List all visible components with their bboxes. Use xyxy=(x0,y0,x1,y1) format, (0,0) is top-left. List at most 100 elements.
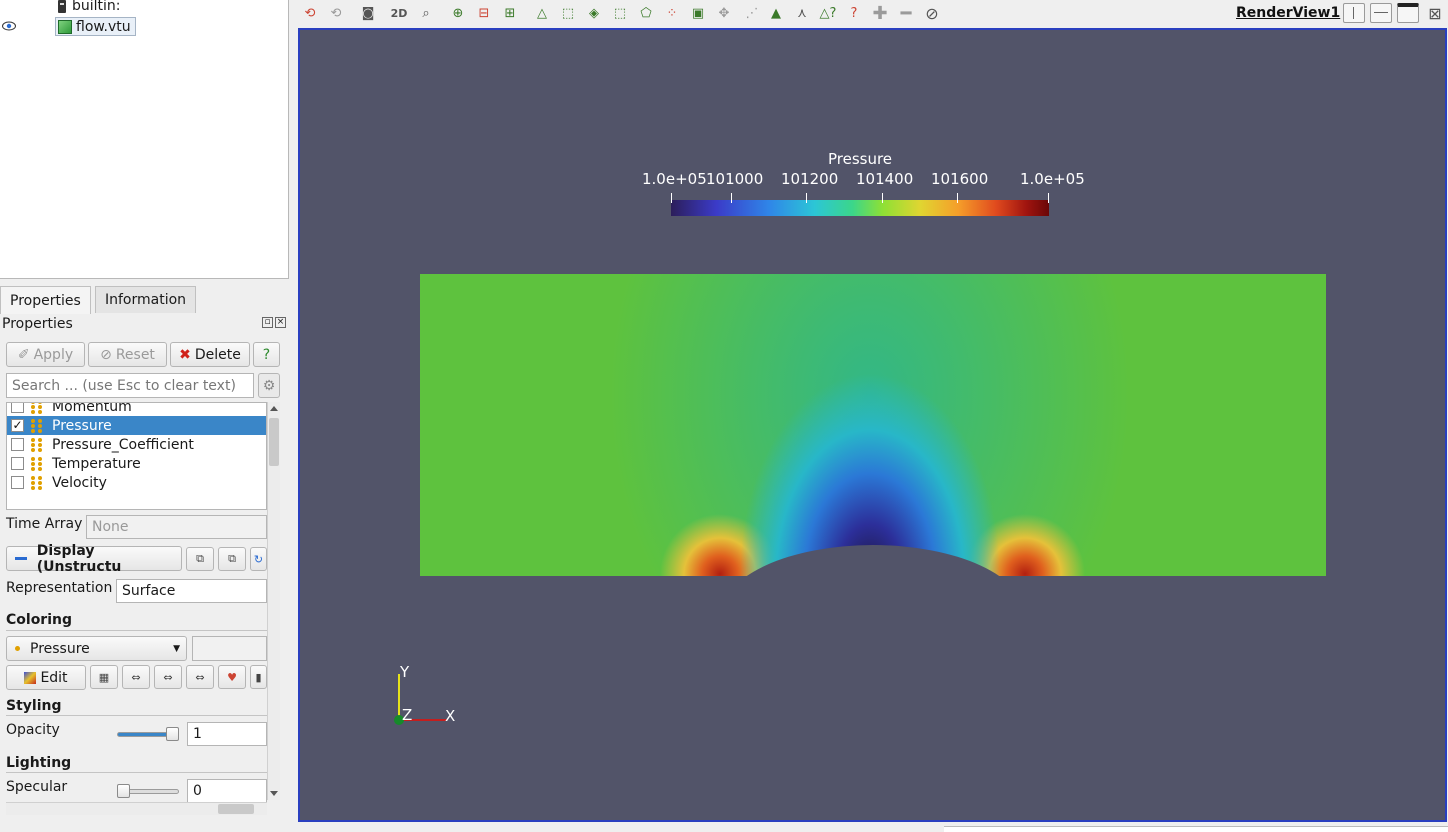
hover-points-icon[interactable]: ⋰ xyxy=(745,5,759,21)
point-data-icon xyxy=(31,418,45,433)
paste-icon[interactable]: ⧉ xyxy=(218,547,246,571)
scroll-down-icon[interactable] xyxy=(270,791,278,796)
array-checkbox[interactable] xyxy=(11,476,24,489)
favorite-colormap-icon[interactable]: ♥ xyxy=(218,665,246,689)
scalar-bar-tick-label: 101600 xyxy=(931,170,989,188)
time-array-select[interactable]: None xyxy=(86,515,267,539)
reset-camera-icon[interactable]: ⟲ xyxy=(304,5,316,21)
search-input[interactable] xyxy=(6,373,254,398)
array-checkbox[interactable] xyxy=(11,438,24,451)
pipeline-server-item[interactable]: builtin: xyxy=(58,0,121,16)
delete-icon: ✖ xyxy=(179,346,191,363)
split-horizontal-icon[interactable] xyxy=(1343,3,1365,23)
reset-camera-closest-icon[interactable]: ⟲ xyxy=(330,5,342,21)
split-vertical-icon[interactable] xyxy=(1370,3,1392,23)
coloring-array-select[interactable]: Pressure ▼ xyxy=(6,636,187,661)
orientation-axis-origin xyxy=(394,715,404,725)
zoom-closest-icon[interactable]: ⊞ xyxy=(504,5,516,21)
rescale-temporal-icon[interactable]: ⇔ xyxy=(186,665,214,689)
query-points-icon[interactable]: ? xyxy=(850,5,858,21)
scalar-bar-toggle-icon[interactable]: ▮ xyxy=(250,665,267,689)
scalar-bar-tick xyxy=(806,193,807,203)
close-panel-icon[interactable]: × xyxy=(275,317,286,328)
eye-icon[interactable] xyxy=(2,21,16,31)
section-divider xyxy=(6,772,267,773)
close-view-icon[interactable]: ⊠ xyxy=(1428,3,1442,23)
zoom-out-icon[interactable]: ⊟ xyxy=(478,5,490,21)
section-divider xyxy=(6,630,267,631)
specular-slider-handle[interactable] xyxy=(117,784,130,798)
apply-button[interactable]: ✐ Apply xyxy=(6,342,85,367)
interactive-select-icon[interactable]: ✥ xyxy=(718,5,730,21)
select-polygon-cells-icon[interactable]: ⬠ xyxy=(640,5,652,21)
rescale-custom-icon[interactable]: ⇔ xyxy=(154,665,182,689)
opacity-slider-handle[interactable] xyxy=(166,727,179,741)
grow-icon[interactable]: ✚ xyxy=(872,2,888,24)
colormap-presets-icon[interactable]: ▦ xyxy=(90,665,118,689)
query-cells-icon[interactable]: △? xyxy=(819,5,837,21)
zoom-to-box-icon[interactable]: ⌕ xyxy=(422,5,430,21)
select-cells-through-icon[interactable]: ◈ xyxy=(589,5,599,21)
delete-button[interactable]: ✖ Delete xyxy=(170,342,250,367)
render-toolbar: ⟲ ⟲ ◙ 2D ⌕ ⊕ ⊟ ⊞ △ ⬚ ◈ ⬚ ⬠ ⁘ ▣ ✥ ⋰ ▲ ⋏ △… xyxy=(296,0,1448,26)
list-item[interactable]: Temperature xyxy=(7,454,266,473)
coloring-array-label: Pressure xyxy=(30,640,90,657)
tab-properties[interactable]: Properties xyxy=(0,286,91,314)
reset-icon: ⊘ xyxy=(100,346,112,363)
copy-icon[interactable]: ⧉ xyxy=(186,547,214,571)
select-blocks-icon[interactable]: ▣ xyxy=(691,5,705,21)
scroll-thumb[interactable] xyxy=(218,804,254,814)
gear-icon[interactable]: ⚙ xyxy=(258,373,280,398)
source-label: flow.vtu xyxy=(76,18,131,35)
list-item[interactable]: Velocity xyxy=(7,473,266,492)
scalar-bar-tick-label: 1.0e+05 xyxy=(642,170,707,188)
pipeline-source-item[interactable]: flow.vtu xyxy=(0,17,289,37)
properties-scrollbar[interactable] xyxy=(267,402,280,800)
reset-button[interactable]: ⊘ Reset xyxy=(88,342,167,367)
select-points-through-icon[interactable]: ⬚ xyxy=(613,5,627,21)
help-button[interactable]: ? xyxy=(253,342,280,367)
render-view-title[interactable]: RenderView1 xyxy=(1236,5,1341,21)
list-item[interactable]: ✓ Pressure xyxy=(7,416,266,435)
axis-label-z: Z xyxy=(402,706,413,724)
refresh-icon[interactable]: ↻ xyxy=(250,547,267,571)
maximize-icon[interactable] xyxy=(1397,3,1419,23)
scroll-up-icon[interactable] xyxy=(270,406,278,411)
camera-icon[interactable]: ◙ xyxy=(361,5,375,21)
array-checkbox[interactable] xyxy=(11,457,24,470)
list-item[interactable]: Pressure_Coefficient xyxy=(7,435,266,454)
status-bar xyxy=(944,826,1448,832)
zoom-to-data-icon[interactable]: ⊕ xyxy=(452,5,464,21)
opacity-input[interactable]: 1 xyxy=(187,722,267,746)
clear-selection-icon[interactable]: ⊘ xyxy=(925,3,939,23)
specular-label: Specular xyxy=(6,779,68,795)
toggle-2d-button[interactable]: 2D xyxy=(390,6,408,20)
list-item[interactable]: Momentum xyxy=(7,403,266,416)
select-polygon-points-icon[interactable]: ⁘ xyxy=(666,5,678,21)
rescale-range-icon[interactable]: ⇔ xyxy=(122,665,150,689)
source-chip[interactable]: flow.vtu xyxy=(55,17,136,36)
axis-label-y: Y xyxy=(400,663,410,681)
select-points-on-icon[interactable]: ⬚ xyxy=(561,5,575,21)
properties-header: Properties ▫ × xyxy=(0,314,289,334)
float-panel-icon[interactable]: ▫ xyxy=(262,317,273,328)
scroll-thumb[interactable] xyxy=(269,418,279,466)
edit-colormap-button[interactable]: Edit xyxy=(6,665,86,690)
select-cells-on-icon[interactable]: △ xyxy=(537,5,547,21)
grow-selection-icon[interactable]: ⋏ xyxy=(797,5,807,21)
chevron-down-icon: ▼ xyxy=(173,643,180,654)
properties-hscrollbar[interactable] xyxy=(6,802,267,815)
tab-information[interactable]: Information xyxy=(95,286,197,313)
display-section-toggle[interactable]: Display (Unstructu xyxy=(6,543,182,575)
hover-cells-icon[interactable]: ▲ xyxy=(771,5,781,21)
array-checkbox[interactable] xyxy=(11,403,24,413)
coloring-component-select[interactable] xyxy=(192,636,267,661)
scalar-bar[interactable] xyxy=(671,200,1049,216)
representation-select[interactable]: Surface xyxy=(116,579,267,603)
scalar-bar-tick-label: 101400 xyxy=(856,170,914,188)
opacity-label: Opacity xyxy=(6,722,60,738)
shrink-icon[interactable]: ━ xyxy=(900,2,912,24)
array-name: Pressure xyxy=(52,417,112,434)
array-checkbox[interactable]: ✓ xyxy=(11,418,24,432)
specular-input[interactable]: 0 xyxy=(187,779,267,803)
